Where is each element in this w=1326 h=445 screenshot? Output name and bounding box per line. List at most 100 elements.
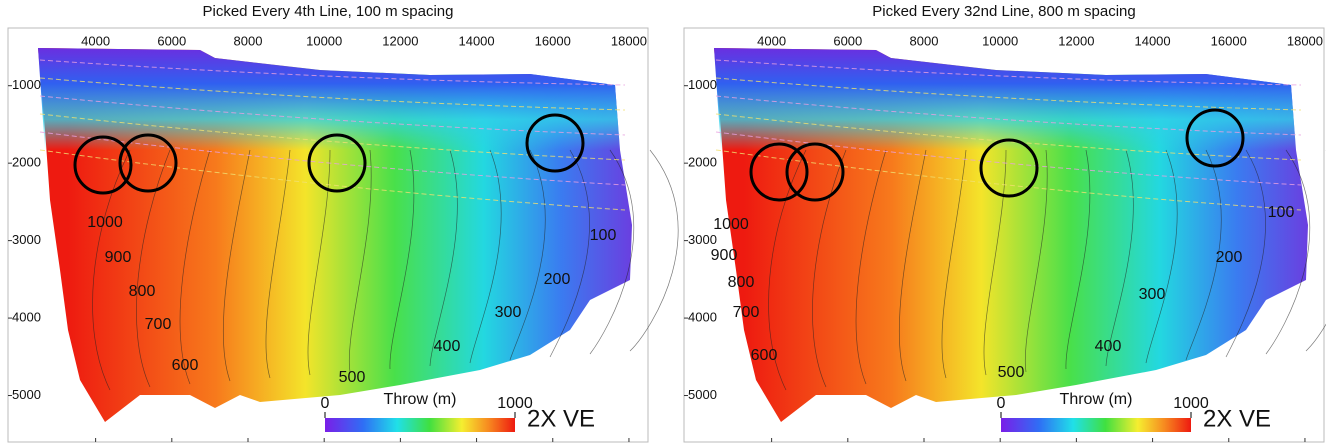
contour-line xyxy=(812,149,847,388)
y-tick-label: 2000 xyxy=(12,155,41,170)
contour-line xyxy=(549,149,590,358)
contour-line xyxy=(222,149,251,382)
panel-title: Picked Every 32nd Line, 800 m spacing xyxy=(872,3,1136,20)
colorbar-label: Throw (m) xyxy=(1060,391,1133,408)
contour-line xyxy=(469,149,502,364)
contour-label: 200 xyxy=(1216,249,1243,266)
highlight-circle xyxy=(73,135,133,195)
contour-line xyxy=(179,149,211,385)
contour-line xyxy=(1065,149,1091,370)
colorbar-label: Throw (m) xyxy=(384,391,457,408)
horizon-line xyxy=(715,77,1302,111)
x-tick-label: 4000 xyxy=(81,33,110,48)
y-tick-label: 1000 xyxy=(12,77,41,92)
y-tick-label: 1000 xyxy=(688,77,717,92)
contour-line xyxy=(429,149,458,367)
contour-line xyxy=(136,149,171,388)
contour-line xyxy=(348,149,372,373)
x-tick-label: 8000 xyxy=(910,33,939,48)
contour-line xyxy=(1225,149,1266,358)
contour-label: 1000 xyxy=(87,214,123,231)
x-tick-label: 12000 xyxy=(382,33,418,48)
contour-line xyxy=(1145,149,1178,364)
highlight-circle xyxy=(307,133,367,193)
contour-line xyxy=(589,149,635,355)
x-tick-label: 16000 xyxy=(535,33,571,48)
contour-label: 200 xyxy=(544,271,571,288)
contour-line xyxy=(1105,149,1134,367)
contour-line xyxy=(307,149,331,376)
colorbar xyxy=(325,418,515,432)
panel-title: Picked Every 4th Line, 100 m spacing xyxy=(203,3,454,20)
contour-label: 100 xyxy=(1268,204,1295,221)
panel: Picked Every 32nd Line, 800 m spacing 400… xyxy=(683,3,1326,443)
y-tick-label: 5000 xyxy=(688,387,717,402)
panel: Picked Every 4th Line, 100 m spacing4000… xyxy=(7,3,679,443)
contour-label: 600 xyxy=(751,347,778,364)
contour-line xyxy=(629,149,679,352)
y-tick-label: 5000 xyxy=(12,387,41,402)
y-tick-label: 2000 xyxy=(688,155,717,170)
horizon-line xyxy=(39,59,626,86)
colorbar-tick-label: 0 xyxy=(997,395,1006,412)
x-tick-label: 18000 xyxy=(1287,33,1323,48)
colorbar-tick-label: 0 xyxy=(321,395,330,412)
top-band xyxy=(714,48,1296,150)
highlight-circle xyxy=(118,133,178,193)
contour-label: 900 xyxy=(105,249,132,266)
highlight-circle xyxy=(525,113,585,173)
colorbar-tick-label: 1000 xyxy=(1173,395,1209,412)
horizon-line xyxy=(39,95,626,136)
highlight-circle xyxy=(749,142,809,202)
contour-label: 800 xyxy=(728,274,755,291)
x-tick-label: 14000 xyxy=(458,33,494,48)
contour-line xyxy=(92,149,131,391)
contour-label: 400 xyxy=(434,338,461,355)
contour-line xyxy=(983,149,1007,376)
top-band xyxy=(38,48,620,150)
contour-line xyxy=(768,149,807,391)
highlight-circle xyxy=(1185,108,1245,168)
x-tick-label: 6000 xyxy=(833,33,862,48)
horizon-line xyxy=(39,77,626,111)
contour-label: 1000 xyxy=(713,216,749,233)
contour-label: 600 xyxy=(172,357,199,374)
contour-line xyxy=(898,149,927,382)
contour-label: 400 xyxy=(1095,338,1122,355)
x-tick-label: 10000 xyxy=(982,33,1018,48)
x-tick-label: 10000 xyxy=(306,33,342,48)
contour-line xyxy=(855,149,887,385)
x-tick-label: 16000 xyxy=(1211,33,1247,48)
contour-label: 900 xyxy=(711,247,738,264)
x-tick-label: 4000 xyxy=(757,33,786,48)
contour-line xyxy=(1185,149,1222,361)
contour-line xyxy=(389,149,415,370)
x-tick-label: 18000 xyxy=(611,33,647,48)
contour-label: 100 xyxy=(590,227,617,244)
contour-line xyxy=(265,149,291,379)
contour-line xyxy=(1265,149,1311,355)
horizon-line xyxy=(39,131,626,186)
colorbar-tick-label: 1000 xyxy=(497,395,533,412)
horizon-line xyxy=(715,131,1302,186)
contour-label: 300 xyxy=(1139,286,1166,303)
contour-label: 700 xyxy=(733,304,760,321)
contour-line xyxy=(1305,150,1326,352)
contour-line xyxy=(1024,149,1048,373)
highlight-circle xyxy=(979,138,1039,198)
contour-label: 800 xyxy=(129,283,156,300)
horizon-line xyxy=(715,95,1302,136)
y-tick-label: 4000 xyxy=(12,310,41,325)
y-tick-label: 3000 xyxy=(688,232,717,247)
annotation: 2X VE xyxy=(527,405,595,432)
y-tick-label: 3000 xyxy=(12,232,41,247)
x-tick-label: 14000 xyxy=(1134,33,1170,48)
contour-label: 500 xyxy=(339,369,366,386)
y-tick-label: 4000 xyxy=(688,310,717,325)
annotation: 2X VE xyxy=(1203,405,1271,432)
horizon-line xyxy=(39,113,626,161)
contour-line xyxy=(509,149,546,361)
x-tick-label: 12000 xyxy=(1058,33,1094,48)
contour-label: 500 xyxy=(998,364,1025,381)
